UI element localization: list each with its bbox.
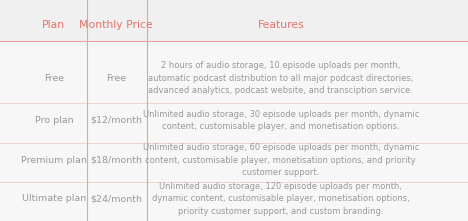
Text: $12/month: $12/month	[90, 116, 142, 125]
Text: 2 hours of audio storage, 10 episode uploads per month,
automatic podcast distri: 2 hours of audio storage, 10 episode upl…	[148, 61, 414, 95]
Text: $18/month: $18/month	[90, 156, 142, 165]
Text: Monthly Price: Monthly Price	[79, 20, 153, 30]
Text: Pro plan: Pro plan	[35, 116, 73, 125]
FancyBboxPatch shape	[0, 0, 468, 41]
Text: Free: Free	[44, 74, 64, 83]
Text: Free: Free	[106, 74, 126, 83]
Text: Ultimate plan: Ultimate plan	[22, 194, 86, 203]
Text: Unlimited audio storage, 120 episode uploads per month,
dynamic content, customi: Unlimited audio storage, 120 episode upl…	[152, 182, 410, 216]
Text: Unlimited audio storage, 60 episode uploads per month, dynamic
content, customis: Unlimited audio storage, 60 episode uplo…	[143, 143, 419, 177]
Text: $24/month: $24/month	[90, 194, 142, 203]
Text: Plan: Plan	[42, 20, 66, 30]
Text: Unlimited audio storage, 30 episode uploads per month, dynamic
content, customis: Unlimited audio storage, 30 episode uplo…	[143, 110, 419, 131]
Text: Premium plan: Premium plan	[21, 156, 87, 165]
Text: Features: Features	[257, 20, 304, 30]
